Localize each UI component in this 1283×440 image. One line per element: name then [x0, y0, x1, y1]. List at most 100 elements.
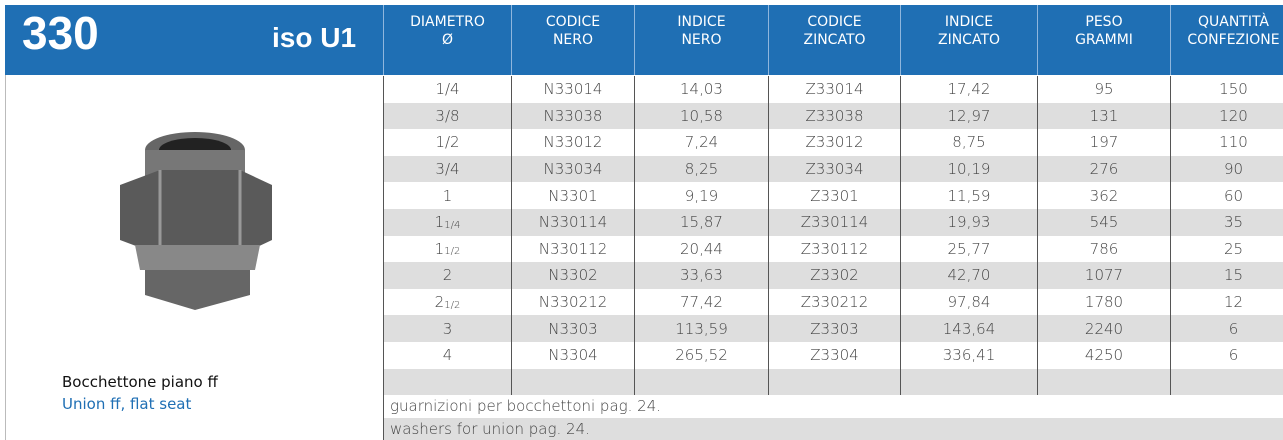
- table-cell: Z3302: [768, 262, 900, 289]
- table-cell: 25: [1170, 236, 1283, 263]
- header-line: ZINCATO: [769, 31, 900, 49]
- table-cell: N3304: [511, 342, 634, 369]
- table-cell: 97,84: [900, 289, 1037, 316]
- table-cell: 1/4: [383, 76, 511, 103]
- table-cell: N330112: [511, 236, 634, 263]
- table-cell: 1/2: [383, 129, 511, 156]
- table-cell: 10,58: [634, 103, 768, 130]
- table-cell: 42,70: [900, 262, 1037, 289]
- table-cell: 12: [1170, 289, 1283, 316]
- table-cell: 60: [1170, 182, 1283, 209]
- standard: iso U1: [272, 22, 356, 54]
- table-cell: 8,75: [900, 129, 1037, 156]
- table-cell: 15: [1170, 262, 1283, 289]
- diameter-fraction: 1/4: [444, 220, 460, 231]
- table-cell: 1077: [1037, 262, 1170, 289]
- header-line: QUANTITÀ: [1171, 13, 1283, 31]
- table-cell: 25,77: [900, 236, 1037, 263]
- table-cell: 110: [1170, 129, 1283, 156]
- table-cell: [511, 369, 634, 396]
- table-cell: 336,41: [900, 342, 1037, 369]
- diameter-whole: 1/2: [435, 133, 459, 151]
- table-cell: Z3304: [768, 342, 900, 369]
- table-cell: 1780: [1037, 289, 1170, 316]
- table-cell: 113,59: [634, 315, 768, 342]
- diameter-whole: 1: [435, 213, 445, 231]
- diameter-fraction: 1/2: [444, 246, 460, 257]
- table-cell: 20,44: [634, 236, 768, 263]
- header-line: CODICE: [769, 13, 900, 31]
- table-cell: 2240: [1037, 315, 1170, 342]
- table-cell: 786: [1037, 236, 1170, 263]
- table-cell: N33038: [511, 103, 634, 130]
- table-cell: N3301: [511, 182, 634, 209]
- table-cell: 11,59: [900, 182, 1037, 209]
- table-cell: 15,87: [634, 209, 768, 236]
- table-cell: 33,63: [634, 262, 768, 289]
- table-cell: [1170, 369, 1283, 396]
- table-cell: 8,25: [634, 156, 768, 183]
- diameter-whole: 1/4: [435, 80, 459, 98]
- table-cell: 14,03: [634, 76, 768, 103]
- header-line: CODICE: [512, 13, 634, 31]
- table-cell: 3/4: [383, 156, 511, 183]
- product-name: Bocchettone piano ff: [62, 373, 218, 391]
- diameter-whole: 3/8: [435, 107, 459, 125]
- diameter-whole: 2: [435, 293, 445, 311]
- column-header: CODICEZINCATO: [768, 5, 900, 75]
- column-header: PESOGRAMMI: [1037, 5, 1170, 75]
- table-cell: 12,97: [900, 103, 1037, 130]
- diameter-whole: 3: [443, 320, 453, 338]
- table-cell: 3: [383, 315, 511, 342]
- header-line: ZINCATO: [901, 31, 1037, 49]
- table-cell: Z33038: [768, 103, 900, 130]
- header-line: INDICE: [635, 13, 768, 31]
- table-cell: 6: [1170, 315, 1283, 342]
- table-cell: N3303: [511, 315, 634, 342]
- table-cell: 131: [1037, 103, 1170, 130]
- table-cell: 19,93: [900, 209, 1037, 236]
- table-cell: 150: [1170, 76, 1283, 103]
- table-cell: [900, 369, 1037, 396]
- table-cell: N33014: [511, 76, 634, 103]
- header-line: CONFEZIONE: [1171, 31, 1283, 49]
- table-cell: 9,19: [634, 182, 768, 209]
- header-line: INDICE: [901, 13, 1037, 31]
- table-cell: 10,19: [900, 156, 1037, 183]
- table-cell: [1037, 369, 1170, 396]
- table-cell: 362: [1037, 182, 1170, 209]
- table-cell: Z3303: [768, 315, 900, 342]
- header-line: NERO: [635, 31, 768, 49]
- table-cell: 3/8: [383, 103, 511, 130]
- table-cell: N3302: [511, 262, 634, 289]
- table-cell: 17,42: [900, 76, 1037, 103]
- table-cell: N33012: [511, 129, 634, 156]
- table-cell: 143,64: [900, 315, 1037, 342]
- diameter-whole: 1: [443, 187, 453, 205]
- table-cell: 2: [383, 262, 511, 289]
- table-cell: Z33014: [768, 76, 900, 103]
- header-line: NERO: [512, 31, 634, 49]
- table-cell: [768, 369, 900, 396]
- header-line: DIAMETRO: [384, 13, 511, 31]
- product-name-en: Union ff, flat seat: [62, 395, 191, 413]
- table-cell: N33034: [511, 156, 634, 183]
- table-cell: 6: [1170, 342, 1283, 369]
- table-cell: Z330114: [768, 209, 900, 236]
- header-line: PESO: [1038, 13, 1170, 31]
- table-cell: 1: [383, 182, 511, 209]
- page: 330 iso U1 Bocchettone piano ff Union ff…: [0, 0, 1283, 440]
- diameter-whole: 1: [435, 240, 445, 258]
- header-line: GRAMMI: [1038, 31, 1170, 49]
- product-number: 330: [22, 6, 99, 60]
- table-cell: 77,42: [634, 289, 768, 316]
- table-cell: Z330212: [768, 289, 900, 316]
- table-cell: [383, 369, 511, 396]
